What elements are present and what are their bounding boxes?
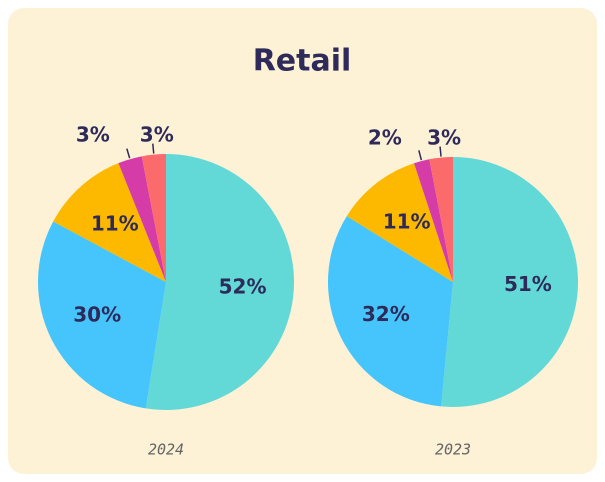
pie-slice	[37, 221, 166, 409]
pie-slice	[441, 157, 578, 407]
leader-line	[152, 143, 155, 154]
pie-year: 2023	[435, 441, 471, 459]
slice-label: 3%	[427, 126, 461, 150]
pie-year: 2024	[148, 441, 184, 459]
pie-slice	[429, 157, 453, 282]
leader-line	[439, 146, 442, 157]
slice-label: 3%	[76, 123, 110, 147]
leader-line	[418, 150, 423, 161]
slice-label: 32%	[362, 302, 410, 326]
pie-slice	[346, 163, 453, 282]
pie-slice	[53, 163, 167, 282]
slice-label: 51%	[504, 272, 552, 296]
pie-slice	[328, 216, 453, 407]
slice-label: 30%	[73, 303, 121, 327]
slice-label: 11%	[383, 210, 431, 234]
slice-label: 11%	[91, 211, 139, 235]
slice-label: 2%	[368, 126, 402, 150]
leader-line	[126, 148, 131, 159]
pie-slice	[118, 156, 166, 282]
title: Retail	[253, 44, 352, 79]
pie-slice	[413, 159, 453, 282]
slice-label: 3%	[140, 123, 174, 147]
pie-slice	[145, 154, 294, 410]
pie-slice	[141, 154, 166, 282]
slice-label: 52%	[219, 275, 267, 299]
